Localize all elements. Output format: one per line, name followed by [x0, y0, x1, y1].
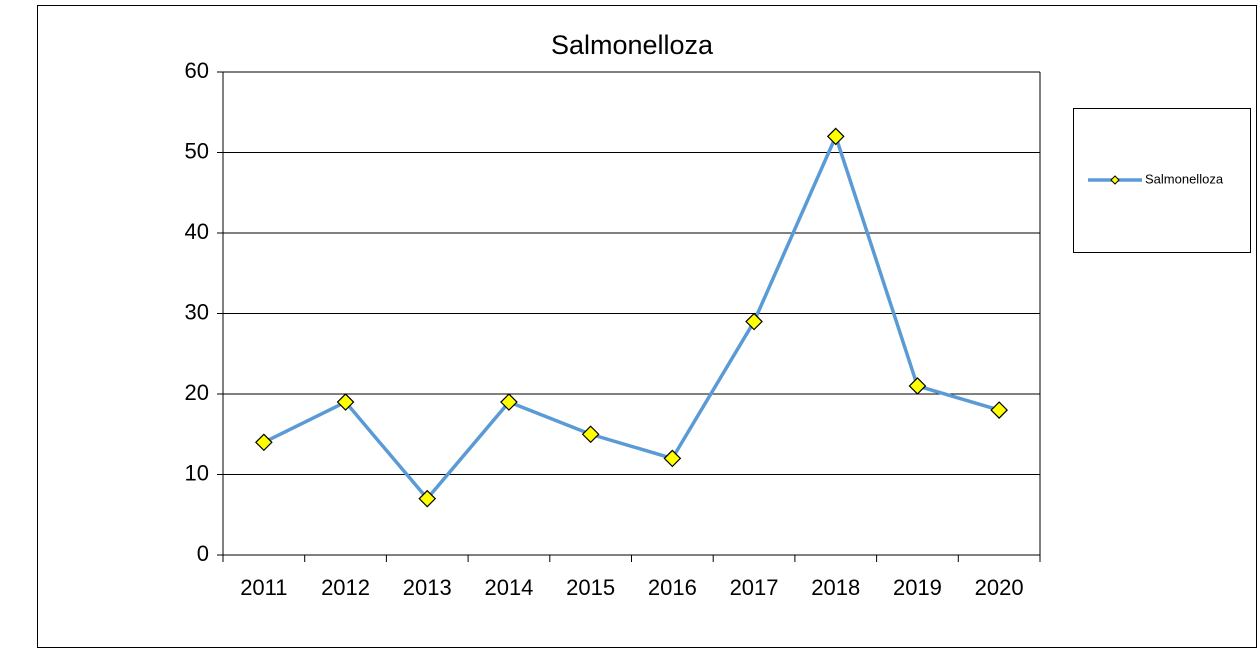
data-point	[500, 393, 518, 411]
data-point	[336, 393, 355, 411]
y-tick-label: 0	[197, 541, 209, 566]
y-tick-label: 50	[185, 138, 209, 163]
y-tick-label: 30	[185, 299, 209, 324]
y-tick-label: 10	[185, 460, 209, 485]
chart-title: Salmonelloza	[551, 30, 714, 60]
y-tick-label: 60	[185, 58, 209, 83]
series-line	[263, 134, 1000, 501]
x-tick-label: 2019	[893, 575, 942, 600]
y-tick-label: 20	[185, 380, 209, 405]
data-point	[745, 312, 763, 331]
legend-marker	[1110, 175, 1120, 185]
x-tick-label: 2018	[811, 575, 860, 600]
data-point	[908, 377, 927, 395]
x-tick-label: 2015	[566, 575, 615, 600]
x-tick-label: 2017	[730, 575, 779, 600]
x-tick-label: 2011	[240, 575, 287, 600]
x-tick-label: 2014	[484, 575, 533, 600]
data-point	[826, 127, 845, 146]
chart-border	[37, 5, 1257, 648]
x-tick-label: 2013	[403, 575, 452, 600]
data-point	[990, 401, 1008, 419]
x-tick-label: 2012	[321, 575, 370, 600]
x-tick-label: 2020	[975, 575, 1024, 600]
y-tick-label: 40	[185, 219, 209, 244]
data-point	[255, 433, 273, 452]
data-point	[418, 489, 437, 508]
legend-label: Salmonelloza	[1145, 171, 1224, 186]
data-point	[663, 449, 682, 468]
x-tick-label: 2016	[648, 575, 697, 600]
data-point	[581, 425, 600, 444]
